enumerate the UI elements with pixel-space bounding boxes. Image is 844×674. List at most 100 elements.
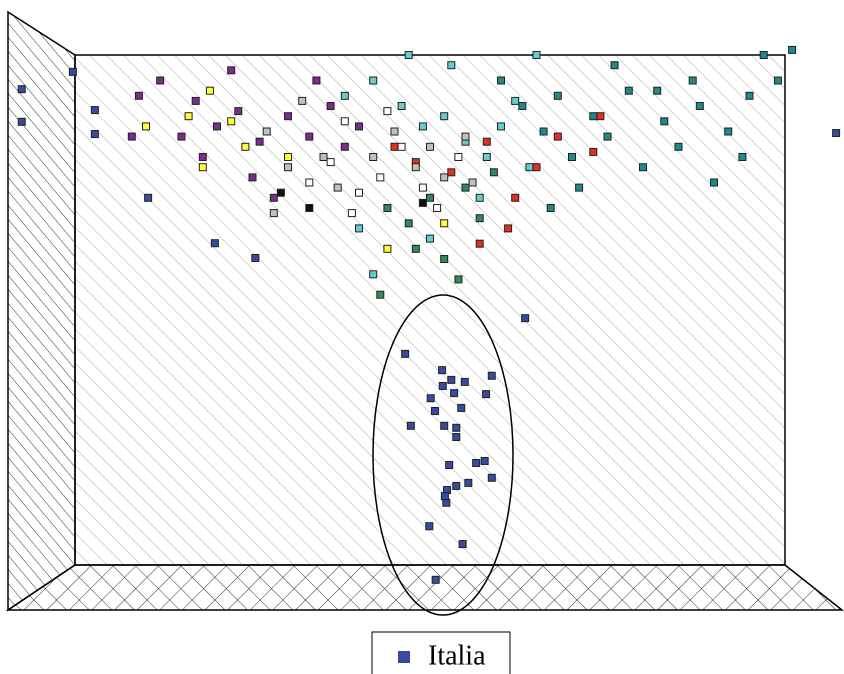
point: [205, 86, 214, 95]
point: [440, 219, 449, 228]
point: [255, 137, 264, 146]
floor: [5, 564, 844, 611]
point: [355, 122, 363, 131]
point: [497, 122, 505, 131]
point: [369, 76, 378, 85]
point: [438, 366, 447, 375]
point: [674, 142, 683, 151]
point: [383, 244, 392, 253]
point: [497, 76, 505, 85]
point: [525, 163, 534, 172]
point: [241, 142, 250, 151]
point: [369, 153, 378, 161]
point: [383, 204, 392, 212]
point: [832, 129, 841, 138]
point: [319, 153, 328, 161]
point: [210, 239, 219, 248]
point: [461, 183, 470, 192]
point: [475, 214, 484, 223]
point: [511, 96, 520, 105]
point: [156, 76, 165, 85]
point: [347, 209, 356, 218]
point: [464, 478, 473, 487]
point: [90, 106, 99, 115]
point: [134, 91, 143, 100]
point: [489, 168, 498, 177]
point: [284, 112, 292, 121]
point: [198, 163, 207, 172]
point: [461, 132, 470, 141]
point: [482, 153, 491, 161]
point: [440, 173, 449, 182]
point: [411, 244, 420, 253]
point: [305, 178, 314, 187]
point: [269, 209, 278, 218]
point: [568, 153, 576, 161]
point: [142, 122, 150, 131]
point: [452, 423, 461, 432]
point: [553, 91, 562, 100]
point: [411, 163, 420, 172]
point: [442, 498, 451, 507]
point: [262, 127, 271, 136]
point: [480, 456, 489, 465]
point: [426, 142, 434, 151]
back-wall: [74, 54, 786, 566]
point: [17, 117, 26, 126]
point: [269, 193, 278, 202]
point: [539, 127, 548, 136]
point: [355, 188, 363, 197]
point: [397, 142, 406, 151]
point: [724, 127, 733, 136]
point: [426, 193, 434, 202]
point: [397, 102, 406, 110]
point: [433, 204, 442, 212]
point: [639, 163, 647, 172]
legend-box: [371, 631, 511, 674]
point: [144, 193, 153, 202]
point: [440, 421, 449, 430]
point: [482, 137, 491, 146]
point: [695, 102, 704, 110]
point: [440, 255, 449, 263]
point: [447, 168, 456, 177]
point: [376, 173, 385, 182]
point: [17, 85, 26, 94]
point: [340, 91, 349, 100]
point: [369, 270, 378, 279]
point: [440, 112, 449, 121]
point: [340, 142, 349, 151]
point: [127, 132, 136, 141]
point: [426, 394, 435, 403]
point: [472, 459, 481, 467]
point: [404, 51, 413, 59]
point: [454, 275, 463, 284]
point: [504, 224, 513, 233]
point: [418, 122, 427, 131]
points: [17, 45, 841, 584]
point: [458, 540, 467, 549]
point: [284, 153, 292, 161]
point: [745, 91, 754, 100]
point: [438, 381, 447, 390]
point: [452, 432, 461, 441]
point: [248, 173, 257, 182]
point: [390, 142, 399, 151]
point: [710, 178, 718, 187]
point: [653, 86, 662, 95]
side-wall: [7, 10, 76, 612]
point: [430, 406, 439, 415]
point: [460, 377, 469, 386]
point: [738, 153, 747, 161]
point: [184, 112, 193, 121]
point: [376, 290, 385, 299]
point: [326, 158, 335, 167]
legend-swatch: [398, 651, 410, 663]
point: [553, 132, 562, 141]
point: [452, 481, 461, 490]
point: [383, 107, 392, 116]
point: [298, 96, 307, 105]
point: [426, 234, 434, 243]
point: [198, 153, 207, 161]
point: [468, 178, 477, 187]
